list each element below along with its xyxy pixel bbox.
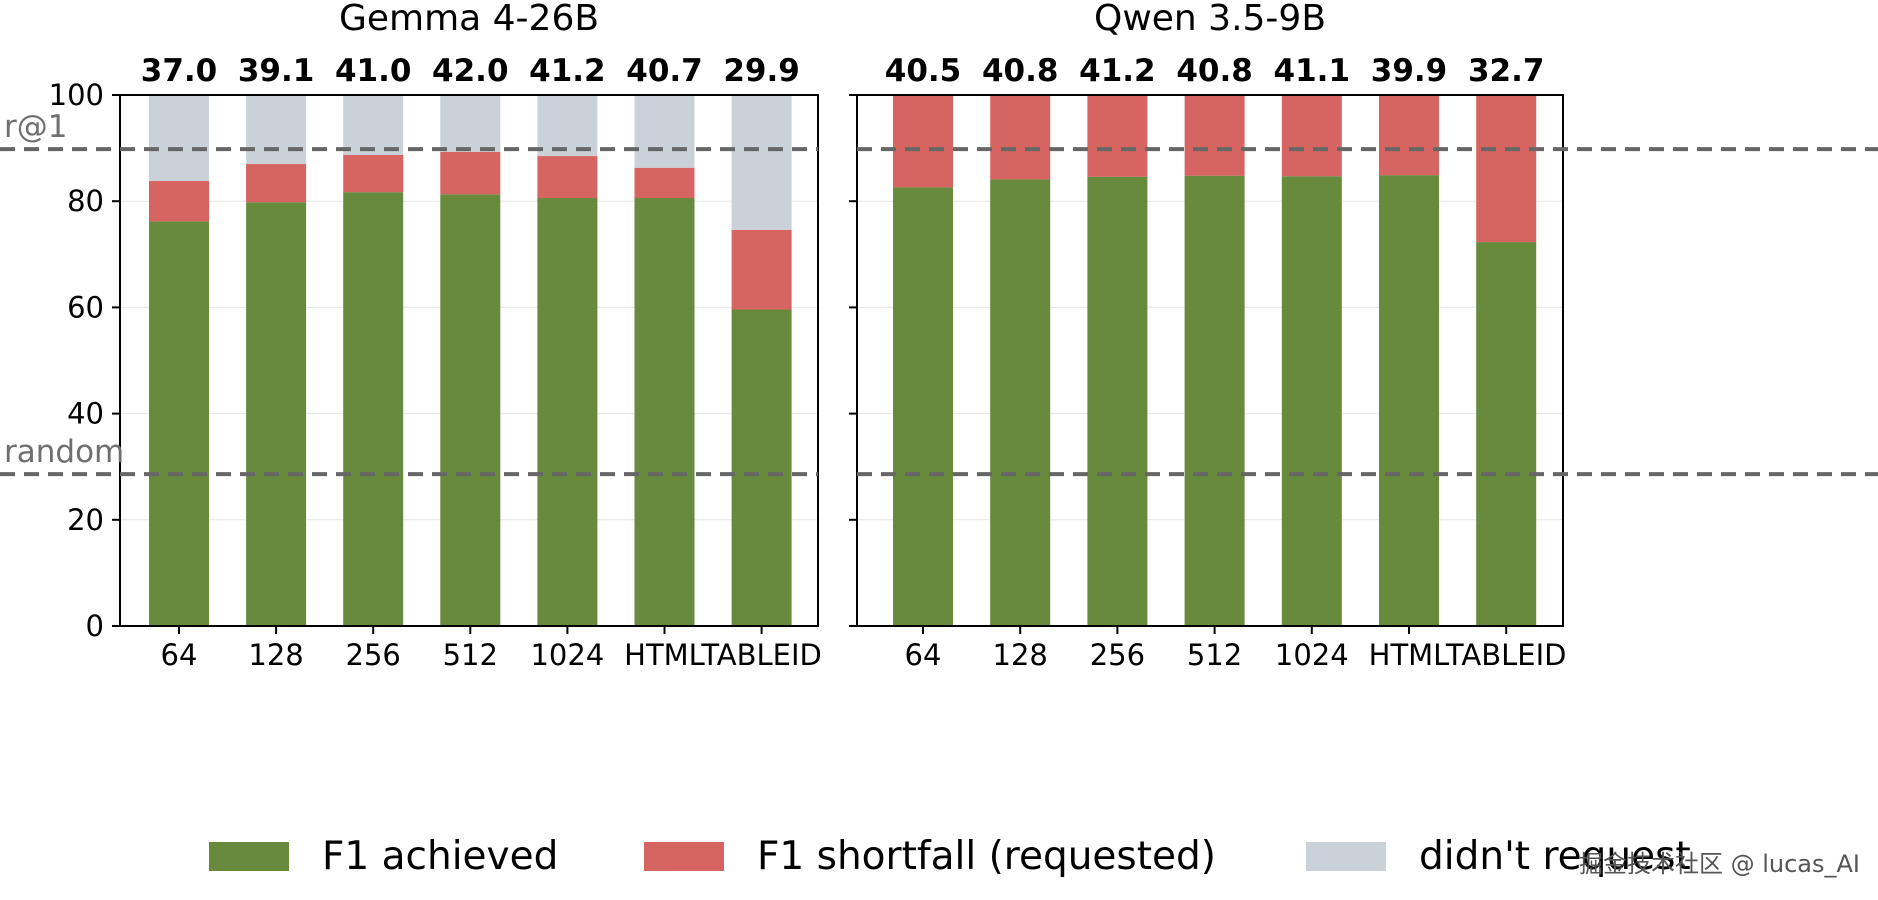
bar-didnt-request <box>731 95 792 230</box>
bar-shortfall <box>440 151 501 195</box>
bar-achieved <box>1184 175 1245 626</box>
y-tick-label: 60 <box>67 290 104 324</box>
legend-swatch <box>644 842 724 871</box>
bar-didnt-request <box>537 95 598 157</box>
x-tick-label: HTML <box>1369 638 1450 672</box>
bar-achieved <box>343 192 404 626</box>
top-value-label: 41.0 <box>335 53 412 89</box>
x-tick-label: 512 <box>443 638 498 672</box>
reference-line-label: random <box>4 434 124 470</box>
legend: F1 achieved F1 shortfall (requested) didn'… <box>209 834 1691 879</box>
x-tick-label: TABLEID <box>700 638 822 672</box>
top-value-label: 39.9 <box>1371 53 1448 89</box>
top-value-label: 40.8 <box>982 53 1059 89</box>
top-value-label: 41.2 <box>1079 53 1156 89</box>
bar-achieved <box>1281 176 1342 627</box>
bar-shortfall <box>149 181 209 222</box>
legend-label: F1 shortfall (requested) <box>757 834 1216 879</box>
watermark: 掘金技术社区 @ lucas_AI <box>1579 850 1860 878</box>
bar-shortfall <box>537 156 598 199</box>
top-value-label: 41.1 <box>1274 53 1351 89</box>
bar-achieved <box>149 221 209 627</box>
bar-shortfall <box>1184 95 1245 176</box>
bar-didnt-request <box>246 95 307 165</box>
top-value-label: 41.2 <box>529 53 606 89</box>
x-tick-label: 64 <box>905 638 942 672</box>
top-value-label: 32.7 <box>1468 53 1545 89</box>
bar-shortfall <box>893 95 953 188</box>
bar-shortfall <box>1087 95 1148 177</box>
reference-line-label: r@1 <box>4 109 67 145</box>
legend-swatch <box>209 842 289 871</box>
x-tick-label: 256 <box>1090 638 1145 672</box>
bar-didnt-request <box>343 95 404 156</box>
bar-shortfall <box>1476 95 1537 243</box>
legend-label: F1 achieved <box>322 834 558 879</box>
bar-shortfall <box>990 95 1051 180</box>
y-tick-label: 80 <box>67 184 104 218</box>
bar-achieved <box>246 202 307 626</box>
panel-title: Qwen 3.5-9B <box>1094 0 1326 39</box>
panel-title: Gemma 4-26B <box>339 0 599 39</box>
y-tick-label: 20 <box>67 503 104 537</box>
top-value-label: 37.0 <box>141 53 218 89</box>
legend-label: didn't request <box>1419 834 1691 879</box>
bar-achieved <box>990 179 1051 626</box>
top-value-label: 39.1 <box>238 53 315 89</box>
y-tick-label: 100 <box>49 78 104 112</box>
bar-didnt-request <box>440 95 501 152</box>
top-value-label: 29.9 <box>723 53 800 89</box>
x-tick-label: 128 <box>248 638 303 672</box>
bar-shortfall <box>1281 95 1342 177</box>
bar-achieved <box>1476 242 1537 626</box>
y-tick-label: 0 <box>86 609 104 643</box>
top-value-label: 40.5 <box>885 53 962 89</box>
x-tick-label: 1024 <box>1275 638 1349 672</box>
legend-swatch <box>1306 842 1386 871</box>
x-tick-label: 64 <box>161 638 198 672</box>
bar-achieved <box>1087 176 1148 627</box>
axes-frame <box>119 94 819 627</box>
bar-achieved <box>634 198 695 626</box>
top-value-label: 40.7 <box>626 53 703 89</box>
bar-shortfall <box>246 164 307 203</box>
bar-didnt-request <box>149 95 209 182</box>
bar-achieved <box>537 198 598 626</box>
bar-shortfall <box>343 155 404 193</box>
top-value-label: 42.0 <box>432 53 509 89</box>
bar-shortfall <box>731 229 792 310</box>
bar-achieved <box>731 309 792 626</box>
x-tick-label: 128 <box>993 638 1048 672</box>
x-tick-label: 256 <box>346 638 401 672</box>
top-value-label: 40.8 <box>1176 53 1253 89</box>
bar-achieved <box>1379 175 1439 626</box>
x-tick-label: 512 <box>1187 638 1242 672</box>
bar-didnt-request <box>634 95 695 168</box>
bar-achieved <box>893 187 953 627</box>
x-tick-label: 1024 <box>530 638 604 672</box>
y-tick-label: 40 <box>67 397 104 431</box>
bar-shortfall <box>1379 95 1439 176</box>
bar-achieved <box>440 194 501 626</box>
bar-shortfall <box>634 167 695 199</box>
axes-frame <box>856 94 1564 627</box>
x-tick-label: HTML <box>624 638 705 672</box>
x-tick-label: TABLEID <box>1445 638 1567 672</box>
